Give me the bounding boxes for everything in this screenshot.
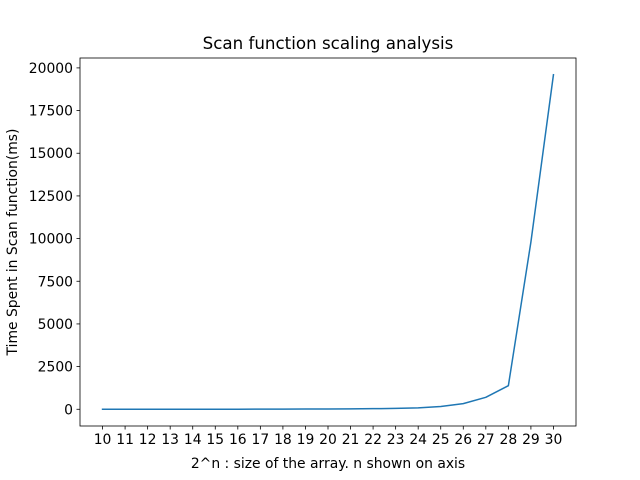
x-tick-label: 11 [116,432,134,448]
x-tick-label: 18 [274,432,292,448]
series-layer [101,73,555,411]
x-tick-label: 19 [297,432,315,448]
x-tick-label: 24 [409,432,427,448]
x-tick-label: 13 [161,432,179,448]
y-tick-label: 0 [64,402,73,418]
x-tick-label: 10 [94,432,112,448]
y-axis-ticks: 0 2500 5000 7500 10000 12500 15000 17500 20000 [29,61,80,418]
y-tick-label: 7500 [38,274,73,290]
plot-area: 10 11 12 13 14 15 16 17 18 19 20 21 22 23 24 25 26 27 28 29… [29,57,577,448]
x-tick-label: 12 [139,432,157,448]
x-tick-label: 27 [477,432,495,448]
x-tick-label: 28 [500,432,518,448]
x-tick-label: 15 [206,432,224,448]
y-tick-label: 15000 [29,146,73,162]
y-tick-label: 12500 [29,189,73,205]
x-tick-label: 29 [522,432,540,448]
x-tick-label: 30 [545,432,563,448]
y-tick-label: 5000 [38,317,73,333]
x-tick-label: 22 [364,432,382,448]
chart-title: Scan function scaling analysis [203,33,454,53]
x-tick-label: 21 [342,432,360,448]
x-tick-label: 26 [454,432,472,448]
series-line [101,73,555,411]
x-axis-label: 2^n : size of the array. n shown on axis [191,456,465,472]
y-tick-label: 2500 [38,360,73,376]
y-tick-label: 20000 [29,61,73,77]
x-tick-label: 17 [252,432,270,448]
y-tick-label: 10000 [29,232,73,248]
x-tick-label: 16 [229,432,247,448]
x-tick-label: 25 [432,432,450,448]
y-tick-label: 17500 [29,104,73,120]
y-axis-label: Time Spent in Scan function(ms) [5,129,21,357]
x-axis-ticks: 10 11 12 13 14 15 16 17 18 19 20 21 22 23 24 25 26 27 28 29… [94,426,563,448]
axes-frame [79,57,577,427]
x-tick-label: 20 [319,432,337,448]
x-tick-label: 14 [184,432,202,448]
x-tick-label: 23 [387,432,405,448]
